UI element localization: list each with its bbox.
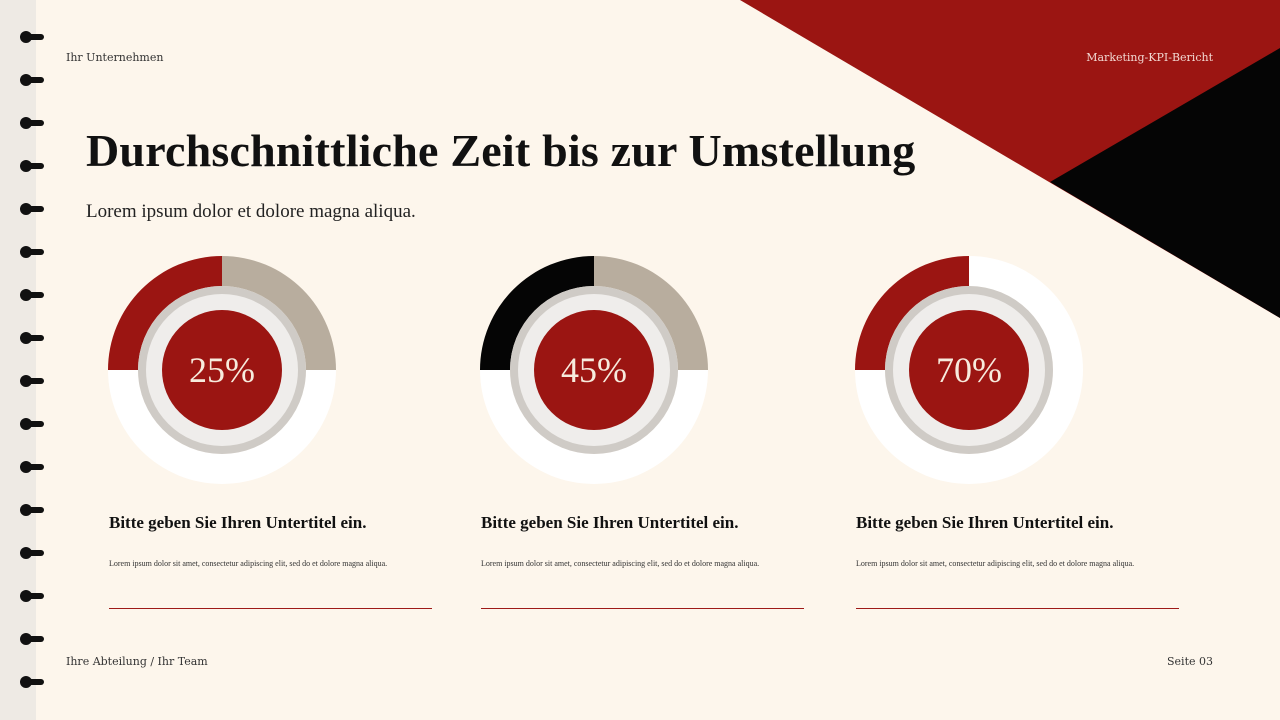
- company-name: Ihr Unternehmen: [66, 51, 163, 64]
- kpi-block-1: Bitte geben Sie Ihren Untertitel ein. Lo…: [109, 510, 432, 570]
- department-label: Ihre Abteilung / Ihr Team: [66, 655, 208, 668]
- report-name: Marketing-KPI-Bericht: [1086, 51, 1213, 64]
- kpi-subtitle: Bitte geben Sie Ihren Untertitel ein.: [109, 510, 432, 536]
- page-title: Durchschnittliche Zeit bis zur Umstellun…: [86, 124, 915, 177]
- page-number: Seite 03: [1167, 655, 1213, 668]
- donut-chart-1-value: 25%: [108, 256, 336, 484]
- kpi-subtitle: Bitte geben Sie Ihren Untertitel ein.: [856, 510, 1179, 536]
- kpi-divider: [856, 608, 1179, 609]
- kpi-description: Lorem ipsum dolor sit amet, consectetur …: [856, 558, 1179, 570]
- kpi-block-2: Bitte geben Sie Ihren Untertitel ein. Lo…: [481, 510, 804, 570]
- kpi-divider: [481, 608, 804, 609]
- donut-chart-1: 25%: [108, 256, 336, 484]
- page-subtitle: Lorem ipsum dolor et dolore magna aliqua…: [86, 201, 416, 223]
- kpi-block-3: Bitte geben Sie Ihren Untertitel ein. Lo…: [856, 510, 1179, 570]
- kpi-subtitle: Bitte geben Sie Ihren Untertitel ein.: [481, 510, 804, 536]
- kpi-description: Lorem ipsum dolor sit amet, consectetur …: [481, 558, 804, 570]
- kpi-description: Lorem ipsum dolor sit amet, consectetur …: [109, 558, 432, 570]
- kpi-divider: [109, 608, 432, 609]
- donut-chart-3: 70%: [855, 256, 1083, 484]
- donut-chart-2-value: 45%: [480, 256, 708, 484]
- donut-chart-3-value: 70%: [855, 256, 1083, 484]
- donut-chart-2: 45%: [480, 256, 708, 484]
